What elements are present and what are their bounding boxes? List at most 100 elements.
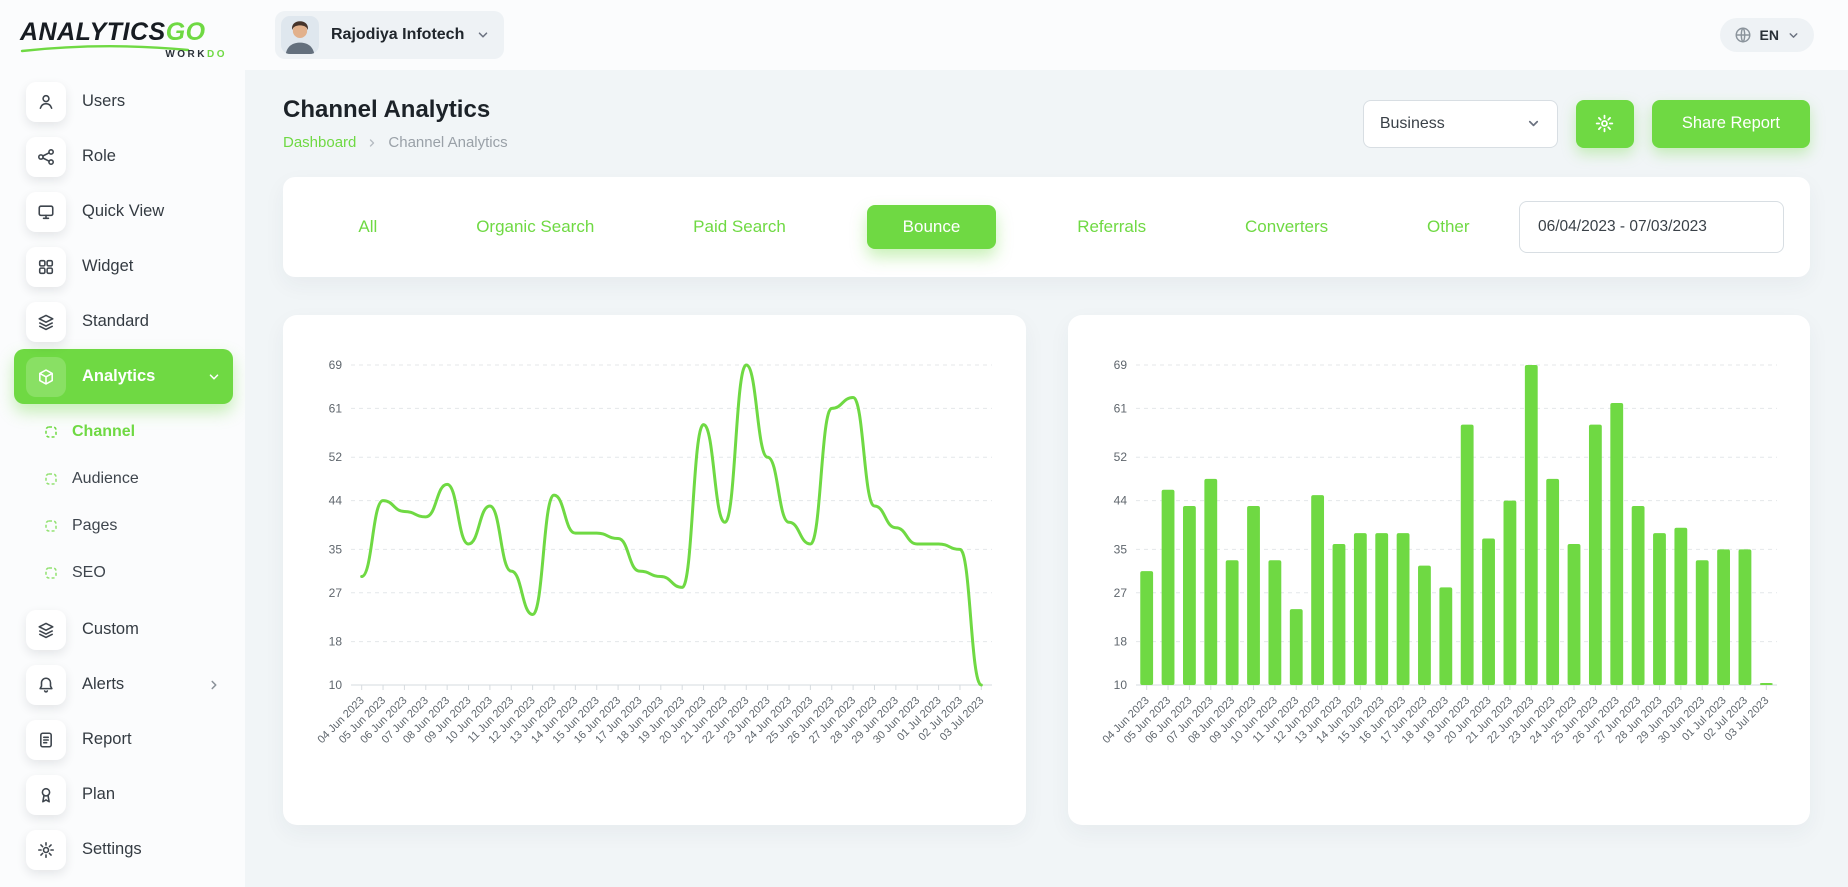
svg-text:52: 52 bbox=[329, 450, 343, 464]
breadcrumb-dashboard-link[interactable]: Dashboard bbox=[283, 134, 357, 151]
svg-text:69: 69 bbox=[1113, 358, 1127, 372]
sidebar-item-label: Alerts bbox=[82, 675, 125, 693]
sidebar-subitem-label: Pages bbox=[72, 516, 118, 534]
svg-text:27: 27 bbox=[1113, 586, 1127, 600]
report-type-select[interactable]: Business bbox=[1362, 99, 1558, 148]
sidebar-item-custom[interactable]: Custom bbox=[14, 602, 233, 657]
page-header: Channel Analytics Dashboard Channel Anal… bbox=[283, 96, 1810, 151]
brand-name: ANALYTICSGO bbox=[20, 18, 227, 47]
monitor-icon bbox=[26, 191, 66, 232]
sidebar-item-widget[interactable]: Widget bbox=[14, 239, 233, 294]
content: Channel Analytics Dashboard Channel Anal… bbox=[245, 70, 1848, 887]
cube-icon bbox=[26, 356, 66, 397]
sidebar-item-label: Settings bbox=[82, 840, 142, 858]
sidebar-subitem-pages[interactable]: Pages bbox=[14, 502, 233, 549]
sidebar-subitem-label: Audience bbox=[72, 469, 139, 487]
tab-all[interactable]: All bbox=[358, 217, 378, 236]
company-dropdown[interactable]: Rajodiya Infotech bbox=[275, 11, 505, 59]
report-type-value: Business bbox=[1379, 114, 1445, 132]
share-icon bbox=[26, 136, 66, 177]
breadcrumb: Dashboard Channel Analytics bbox=[283, 134, 508, 151]
chevron-right-icon bbox=[207, 678, 221, 692]
sidebar: ANALYTICSGO WORKDO Users Role bbox=[0, 0, 245, 887]
brand-name-analytics: ANALYTICS bbox=[20, 18, 166, 46]
globe-icon bbox=[1734, 26, 1752, 44]
svg-text:52: 52 bbox=[1113, 450, 1127, 464]
tab-converters[interactable]: Converters bbox=[1245, 217, 1329, 236]
bullet-icon bbox=[44, 519, 58, 533]
brand-swoosh bbox=[20, 45, 190, 53]
svg-text:69: 69 bbox=[329, 358, 343, 372]
sidebar-item-users[interactable]: Users bbox=[14, 74, 233, 129]
bounce-line-chart: 10 18 27 35 44 52 61 69 04 Jun 2023 05 Jun 2023 06… bbox=[301, 339, 1008, 801]
date-range-input[interactable] bbox=[1519, 201, 1784, 253]
svg-text:27: 27 bbox=[329, 586, 343, 600]
language-selector[interactable]: EN bbox=[1719, 18, 1814, 52]
settings-button[interactable] bbox=[1575, 99, 1634, 148]
header-controls: Business Share Report bbox=[1362, 99, 1810, 148]
sidebar-item-label: Role bbox=[82, 147, 116, 165]
svg-text:61: 61 bbox=[1113, 401, 1127, 415]
topbar: Rajodiya Infotech EN bbox=[245, 0, 1848, 70]
sidebar-item-label: Widget bbox=[82, 257, 134, 275]
tab-other[interactable]: Other bbox=[1427, 217, 1470, 236]
grid-icon bbox=[26, 246, 66, 287]
sidebar-item-label: Custom bbox=[82, 620, 139, 638]
layers-icon bbox=[26, 609, 66, 650]
svg-text:18: 18 bbox=[329, 635, 343, 649]
page-title: Channel Analytics bbox=[283, 96, 491, 123]
sidebar-item-standard[interactable]: Standard bbox=[14, 294, 233, 349]
bullet-icon bbox=[44, 566, 58, 580]
breadcrumb-separator-icon bbox=[366, 137, 378, 149]
sidebar-item-plan[interactable]: Plan bbox=[14, 767, 233, 822]
channel-tabs: All Organic Search Paid Search Bounce Re… bbox=[309, 205, 1519, 249]
sidebar-nav: Users Role Quick View Widget bbox=[14, 74, 233, 877]
sidebar-item-analytics[interactable]: Analytics bbox=[14, 349, 233, 404]
language-label: EN bbox=[1759, 27, 1779, 43]
tab-bounce[interactable]: Bounce bbox=[866, 205, 997, 249]
sidebar-item-report[interactable]: Report bbox=[14, 712, 233, 767]
bounce-bar-chart-card: 10 18 27 35 44 52 61 69 04 Jun 2023 05 Jun 2023 06… bbox=[1067, 315, 1810, 825]
bounce-bar-chart: 10 18 27 35 44 52 61 69 04 Jun 2023 05 Jun 2023 06… bbox=[1086, 339, 1793, 801]
svg-text:10: 10 bbox=[329, 678, 343, 692]
chevron-down-icon bbox=[207, 370, 221, 384]
breadcrumb-current: Channel Analytics bbox=[388, 134, 508, 151]
svg-text:10: 10 bbox=[1113, 678, 1127, 692]
tab-referrals[interactable]: Referrals bbox=[1077, 217, 1147, 236]
sidebar-item-label: Plan bbox=[82, 785, 116, 803]
tab-organic-search[interactable]: Organic Search bbox=[476, 217, 595, 236]
chevron-down-icon bbox=[1526, 116, 1541, 131]
sidebar-subitem-label: SEO bbox=[72, 563, 106, 581]
channel-tabs-card: All Organic Search Paid Search Bounce Re… bbox=[283, 177, 1810, 277]
tab-paid-search[interactable]: Paid Search bbox=[693, 217, 786, 236]
sidebar-item-settings[interactable]: Settings bbox=[14, 822, 233, 877]
sidebar-subitem-audience[interactable]: Audience bbox=[14, 455, 233, 502]
sidebar-item-alerts[interactable]: Alerts bbox=[14, 657, 233, 712]
analytics-submenu: Channel Audience Pages SEO bbox=[14, 404, 233, 602]
sidebar-item-label: Users bbox=[82, 92, 126, 110]
avatar bbox=[281, 16, 319, 54]
bounce-line-chart-card: 10 18 27 35 44 52 61 69 04 Jun 2023 05 Jun 2023 06… bbox=[283, 315, 1026, 825]
document-icon bbox=[26, 719, 66, 760]
sidebar-item-quick-view[interactable]: Quick View bbox=[14, 184, 233, 239]
sidebar-item-role[interactable]: Role bbox=[14, 129, 233, 184]
chevron-down-icon bbox=[476, 28, 490, 42]
svg-text:44: 44 bbox=[1113, 494, 1127, 508]
sidebar-subitem-channel[interactable]: Channel bbox=[14, 408, 233, 455]
svg-text:35: 35 bbox=[329, 542, 343, 556]
charts-row: 10 18 27 35 44 52 61 69 04 Jun 2023 05 Jun 2023 06… bbox=[283, 315, 1810, 825]
brand-logo[interactable]: ANALYTICSGO WORKDO bbox=[14, 10, 233, 60]
main-area: Rajodiya Infotech EN Channel Analytics bbox=[245, 0, 1848, 887]
sidebar-item-label: Analytics bbox=[82, 367, 156, 385]
sidebar-item-label: Quick View bbox=[82, 202, 165, 220]
bullet-icon bbox=[44, 472, 58, 486]
sidebar-subitem-seo[interactable]: SEO bbox=[14, 549, 233, 596]
chevron-down-icon bbox=[1787, 29, 1800, 42]
sidebar-item-label: Report bbox=[82, 730, 132, 748]
svg-text:44: 44 bbox=[329, 494, 343, 508]
share-report-button[interactable]: Share Report bbox=[1651, 99, 1810, 148]
sidebar-subitem-label: Channel bbox=[72, 422, 136, 440]
bullet-icon bbox=[44, 425, 58, 439]
svg-text:61: 61 bbox=[329, 401, 343, 415]
